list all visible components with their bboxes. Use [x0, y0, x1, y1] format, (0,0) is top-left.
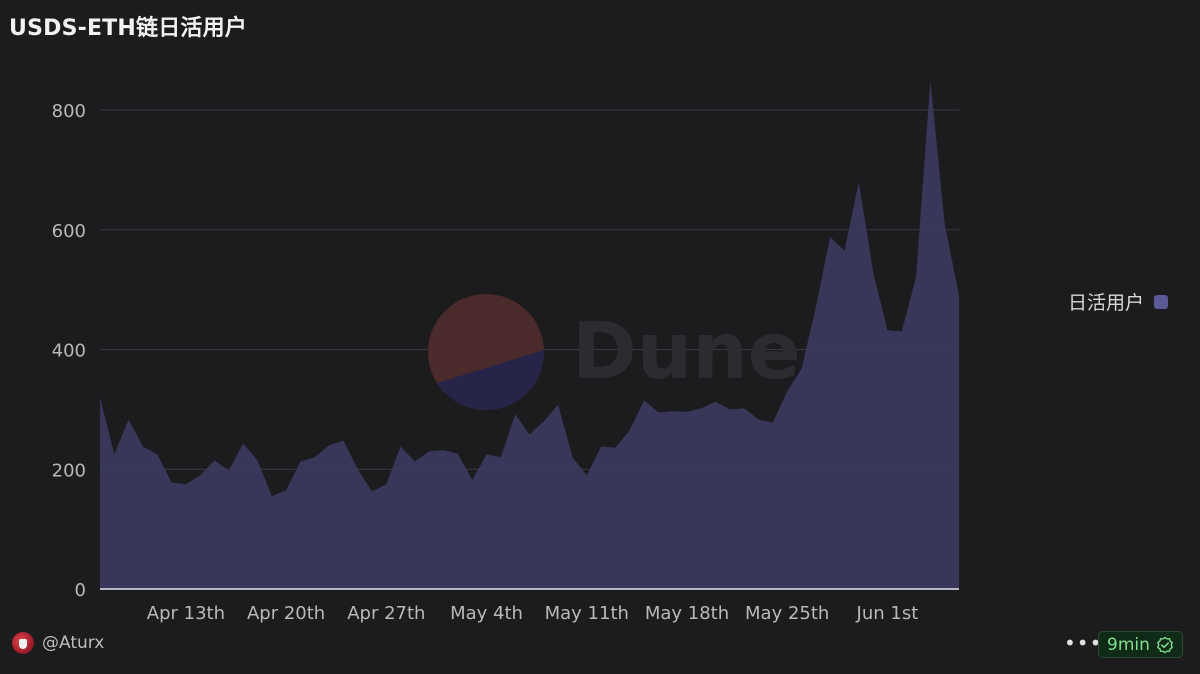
- data-point[interactable]: [498, 454, 504, 460]
- axes: 0 200 400 600 800 Apr 13th Apr 20th Apr 27th May…: [52, 101, 959, 624]
- data-point[interactable]: [612, 445, 618, 451]
- data-point[interactable]: [355, 466, 361, 472]
- watermark-text: Dune: [572, 307, 801, 397]
- data-point[interactable]: [441, 447, 447, 453]
- data-point[interactable]: [412, 459, 418, 465]
- data-point[interactable]: [269, 493, 275, 499]
- data-point[interactable]: [226, 467, 232, 473]
- data-point[interactable]: [426, 448, 432, 454]
- data-point[interactable]: [784, 388, 790, 394]
- data-point[interactable]: [212, 457, 218, 463]
- series-area-path: [100, 80, 959, 589]
- author-link[interactable]: @Aturx: [12, 632, 104, 654]
- data-point[interactable]: [770, 420, 776, 426]
- chart-title: USDS-ETH链日活用户: [9, 16, 247, 41]
- data-point[interactable]: [570, 454, 576, 460]
- x-tick-label: Apr 27th: [347, 603, 425, 624]
- y-tick-label: 0: [75, 580, 86, 601]
- data-point[interactable]: [484, 451, 490, 457]
- data-point[interactable]: [870, 269, 876, 275]
- data-point[interactable]: [297, 459, 303, 465]
- refresh-age-badge[interactable]: 9min: [1098, 631, 1183, 658]
- data-point[interactable]: [398, 444, 404, 450]
- data-point[interactable]: [154, 451, 160, 457]
- x-tick-label: May 25th: [745, 603, 829, 624]
- y-tick-label: 400: [52, 341, 86, 362]
- data-point[interactable]: [383, 481, 389, 487]
- data-point[interactable]: [169, 479, 175, 485]
- data-point[interactable]: [340, 438, 346, 444]
- data-point[interactable]: [842, 248, 848, 254]
- data-point[interactable]: [956, 293, 962, 299]
- data-point[interactable]: [283, 487, 289, 493]
- data-point[interactable]: [684, 409, 690, 415]
- more-options-button[interactable]: •••: [1064, 631, 1103, 655]
- data-point[interactable]: [641, 397, 647, 403]
- data-point[interactable]: [240, 441, 246, 447]
- data-point[interactable]: [827, 234, 833, 240]
- data-point[interactable]: [584, 472, 590, 478]
- data-point[interactable]: [813, 305, 819, 311]
- data-point[interactable]: [183, 481, 189, 487]
- data-point[interactable]: [913, 275, 919, 281]
- data-point[interactable]: [899, 329, 905, 335]
- data-point[interactable]: [698, 405, 704, 411]
- x-tick-label: May 18th: [645, 603, 729, 624]
- x-tick-label: Apr 13th: [147, 603, 225, 624]
- data-point[interactable]: [97, 394, 103, 400]
- data-point[interactable]: [369, 488, 375, 494]
- data-point[interactable]: [527, 432, 533, 438]
- data-point[interactable]: [884, 327, 890, 333]
- data-point[interactable]: [512, 411, 518, 417]
- data-point[interactable]: [927, 77, 933, 83]
- data-point[interactable]: [756, 417, 762, 423]
- data-point[interactable]: [727, 406, 733, 412]
- data-point[interactable]: [670, 408, 676, 414]
- data-point[interactable]: [799, 366, 805, 372]
- x-tick-label: Apr 20th: [247, 603, 325, 624]
- x-tick-label: Jun 1st: [856, 603, 919, 624]
- data-point[interactable]: [942, 221, 948, 227]
- legend-label: 日活用户: [1068, 292, 1145, 314]
- data-point[interactable]: [598, 444, 604, 450]
- data-point[interactable]: [255, 457, 261, 463]
- series-area: [97, 77, 962, 589]
- y-tick-label: 800: [52, 101, 86, 122]
- data-point[interactable]: [312, 454, 318, 460]
- data-point[interactable]: [326, 442, 332, 448]
- data-point[interactable]: [111, 451, 117, 457]
- data-point[interactable]: [197, 472, 203, 478]
- data-point[interactable]: [455, 451, 461, 457]
- data-point[interactable]: [627, 427, 633, 433]
- data-point[interactable]: [140, 444, 146, 450]
- data-point[interactable]: [856, 179, 862, 185]
- dune-watermark: Dune: [428, 294, 801, 411]
- avatar: [12, 632, 34, 654]
- x-tick-label: May 11th: [545, 603, 629, 624]
- y-tick-label: 600: [52, 221, 86, 242]
- verified-check-icon: [1157, 636, 1173, 653]
- author-name: @Aturx: [42, 633, 105, 653]
- data-point[interactable]: [469, 477, 475, 483]
- data-point[interactable]: [741, 405, 747, 411]
- y-tick-label: 200: [52, 460, 86, 481]
- data-point[interactable]: [541, 418, 547, 424]
- data-point[interactable]: [126, 417, 132, 423]
- legend-swatch: [1154, 294, 1169, 309]
- legend[interactable]: 日活用户: [1068, 288, 1169, 315]
- data-point[interactable]: [555, 402, 561, 408]
- data-point[interactable]: [655, 409, 661, 415]
- data-point[interactable]: [713, 399, 719, 405]
- watermark-logo-bottom: [437, 350, 545, 411]
- age-label: 9min: [1107, 634, 1150, 655]
- x-tick-label: May 4th: [450, 603, 523, 624]
